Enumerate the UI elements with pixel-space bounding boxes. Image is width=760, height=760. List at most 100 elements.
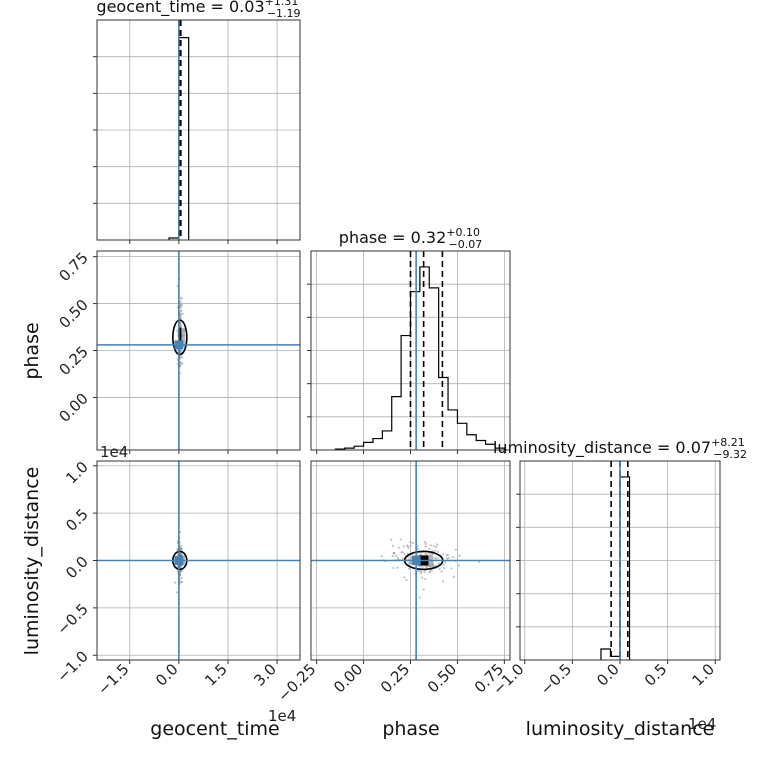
y-tick-label: 0.50	[55, 296, 91, 332]
title-lower-error: −9.32	[713, 448, 747, 461]
sample-point	[181, 312, 184, 315]
sample-point	[445, 554, 448, 557]
sample-point	[424, 542, 427, 546]
x-tick-label: −0.25	[274, 660, 319, 705]
y-offset-text: 1e4	[100, 443, 128, 461]
sample-point	[423, 571, 426, 574]
y-tick-label: 1.0	[62, 458, 92, 488]
sample-point	[396, 556, 399, 560]
sample-point	[402, 545, 405, 548]
y-tick-label: 0.25	[55, 343, 91, 379]
sample-point	[436, 550, 440, 553]
sample-point	[477, 560, 481, 564]
sample-point	[181, 362, 184, 365]
x-tick-label: 0.00	[330, 660, 366, 696]
panel-hist-phase: phase = 0.32+0.10 −0.07	[307, 226, 511, 451]
sample-point	[418, 596, 421, 599]
sample-point	[392, 566, 395, 570]
sample-point	[380, 555, 383, 558]
sample-point	[399, 538, 402, 541]
sample-point	[406, 544, 409, 548]
panel-hist-geocent_time: geocent_time = 0.03+1.31 −1.19	[93, 0, 301, 241]
sample-point	[450, 567, 453, 570]
sample-point	[180, 303, 184, 307]
title-upper-error: +0.10	[446, 226, 480, 239]
sample-point	[409, 561, 412, 564]
sample-point	[403, 553, 406, 556]
sample-point	[392, 552, 396, 555]
sample-point	[432, 544, 436, 548]
y-axis-label-phase: phase	[21, 322, 43, 379]
sample-point	[447, 556, 450, 560]
sample-point	[434, 549, 437, 553]
sample-point	[396, 566, 399, 569]
histogram-luminosity_distance	[600, 476, 631, 660]
sample-point	[397, 546, 400, 549]
sample-point	[180, 576, 183, 580]
x-tick-label: 0.0	[152, 660, 182, 690]
sample-point	[391, 554, 394, 557]
x-tick-label: 0.25	[377, 660, 413, 696]
sample-point	[179, 544, 183, 547]
sample-point	[391, 544, 395, 547]
truth-marker	[174, 340, 184, 350]
panel-hist-luminosity_distance: luminosity_distance = 0.07+8.21 −9.32	[493, 436, 747, 661]
sample-point	[428, 547, 431, 551]
panel-2d-geocent_time-luminosity_distance	[96, 460, 301, 661]
y-tick-label: 0.0	[62, 553, 92, 583]
x-tick-label: 0.5	[641, 660, 671, 690]
sample-point	[433, 556, 436, 560]
sample-point	[179, 349, 182, 352]
sample-point	[403, 576, 406, 579]
title-geocent_time: geocent_time = 0.03+1.31 −1.19	[96, 0, 300, 20]
sample-point	[420, 576, 424, 579]
sample-point	[418, 569, 421, 572]
sample-point	[437, 562, 440, 565]
sample-point	[405, 578, 408, 582]
sample-point	[429, 571, 432, 574]
sample-point	[179, 361, 182, 364]
sample-point	[429, 544, 432, 547]
sample-point	[458, 554, 461, 557]
x-tick-label: 3.0	[250, 660, 280, 690]
sample-point	[419, 572, 423, 575]
sample-point	[179, 547, 183, 551]
x-tick-label: 0.0	[593, 660, 623, 690]
title-lower-error: −1.19	[267, 7, 301, 20]
histogram-phase	[334, 266, 505, 450]
title-phase: phase = 0.32+0.10 −0.07	[339, 226, 482, 251]
x-axis-label-geocent_time: geocent_time	[150, 718, 279, 740]
sample-point	[179, 581, 182, 584]
x-offset-text-luminosity_distance: 1e4	[688, 715, 716, 733]
y-tick-label: −0.5	[53, 600, 91, 638]
title-main: geocent_time = 0.03	[96, 0, 264, 17]
x-axis-label-luminosity_distance: luminosity_distance	[526, 718, 715, 740]
x-tick-label: −0.5	[537, 660, 575, 698]
sample-point	[401, 557, 404, 560]
sample-point	[429, 565, 432, 568]
sample-point	[407, 567, 411, 570]
y-tick-label: 0.00	[55, 390, 91, 426]
x-tick-label: −1.5	[94, 660, 132, 698]
sample-point	[400, 551, 403, 554]
sample-point	[179, 321, 182, 324]
x-tick-label: 1.0	[688, 660, 718, 690]
truth-marker	[174, 556, 184, 565]
sample-point	[175, 591, 179, 594]
sample-point	[409, 540, 412, 544]
sample-point	[437, 557, 440, 560]
truth-marker	[411, 556, 421, 565]
sample-point	[411, 542, 415, 545]
sample-point	[435, 543, 439, 546]
sample-point	[440, 570, 443, 573]
sample-point	[452, 555, 455, 559]
sample-point	[443, 567, 446, 570]
sample-point	[431, 549, 434, 553]
sample-point	[422, 588, 425, 591]
sample-point	[423, 540, 427, 544]
sample-point	[417, 547, 420, 551]
sample-point	[452, 575, 456, 579]
title-upper-error: +1.31	[265, 0, 299, 8]
sample-point	[394, 554, 397, 557]
sample-point	[442, 580, 445, 583]
